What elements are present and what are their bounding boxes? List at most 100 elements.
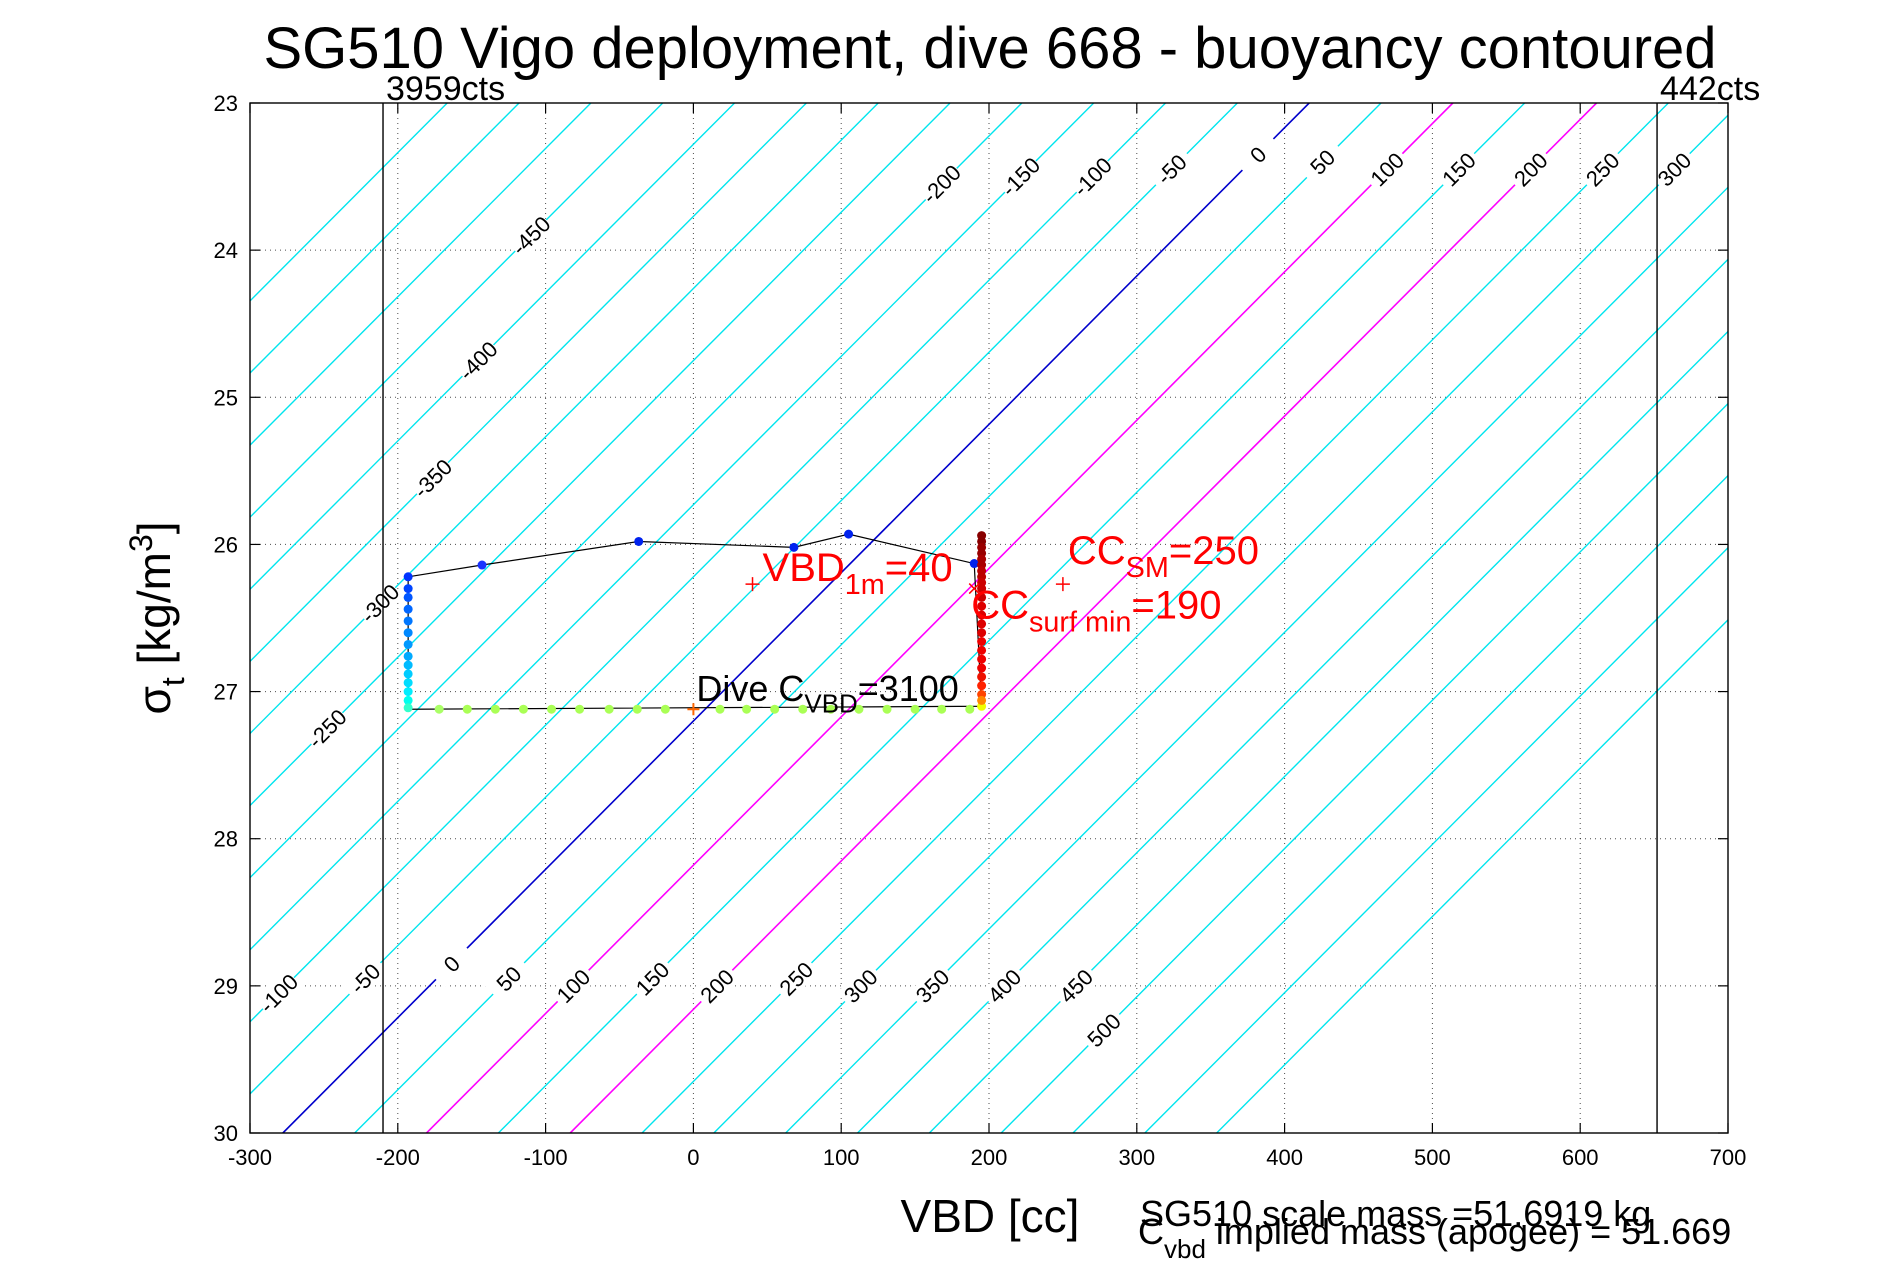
data-point: [403, 695, 413, 705]
data-point: [977, 584, 987, 594]
data-point: [826, 704, 836, 714]
contour-label-bg: [453, 336, 502, 385]
contour-line: [1000, 402, 1728, 1133]
contour-label-bg: [1233, 130, 1282, 179]
contour-line: [857, 258, 1728, 1133]
data-point: [403, 669, 413, 679]
x-axis-label: VBD [cc]: [901, 1190, 1080, 1242]
contour-line: [641, 103, 1669, 1133]
data-point: [477, 560, 487, 570]
y-tick-label: 27: [214, 680, 238, 705]
contour-label: 400: [1796, 148, 1840, 192]
x-tick-label: -200: [376, 1145, 420, 1170]
contour-label-bg: [408, 454, 457, 503]
contour-line: [569, 103, 1598, 1133]
limit-label: 3959cts: [386, 70, 505, 108]
data-point: [882, 704, 892, 714]
contour-line: [425, 103, 1454, 1133]
contour-line: [250, 103, 951, 807]
contour-label-bg: [484, 954, 533, 1003]
chart-title: SG510 Vigo deployment, dive 668 - buoyan…: [263, 16, 1716, 81]
contour-line: [250, 103, 664, 519]
annotation-marker: [1055, 577, 1070, 592]
contour-line: [250, 103, 520, 375]
data-point: [403, 616, 413, 626]
contour-label-bg: [1298, 137, 1347, 186]
contour-label-bg: [340, 954, 390, 1003]
data-point: [462, 704, 472, 714]
contour-label-bg: [549, 961, 598, 1010]
x-tick-label: -100: [524, 1145, 568, 1170]
annotation-marker: [745, 577, 760, 592]
annotation-divecvbd: Dive CVBD=3100: [696, 668, 958, 719]
dive-markers: [403, 529, 987, 716]
data-point: [490, 704, 500, 714]
y-tick-label: 30: [214, 1121, 238, 1146]
data-point: [403, 678, 413, 688]
contour-label-bg: [1794, 145, 1842, 193]
contour-label-bg: [1147, 145, 1196, 194]
data-point: [937, 704, 947, 714]
contour-label-bg: [1068, 152, 1117, 201]
data-point: [977, 592, 987, 602]
data-point: [854, 704, 864, 714]
data-point: [403, 687, 413, 697]
data-point: [403, 651, 413, 661]
x-tick-label: 700: [1710, 1145, 1747, 1170]
y-axis-label: σt [kg/m3]: [123, 521, 191, 714]
data-point: [403, 628, 413, 638]
contour-line: [250, 103, 1167, 1023]
contour-label: 450: [1868, 148, 1891, 192]
x-tick-label: 600: [1562, 1145, 1599, 1170]
contour-label-bg: [996, 152, 1045, 201]
data-point: [977, 628, 987, 638]
data-point: [965, 704, 975, 714]
data-point: [403, 592, 413, 602]
contour-label-bg: [1434, 145, 1483, 194]
contour-label-bg: [103, 977, 151, 1025]
contour-label-bg: [1051, 961, 1100, 1010]
buoyancy-contours: -450-400-350-300-250-200 -150 -100 -50 0 50 10…: [103, 103, 1891, 1133]
data-point: [977, 601, 987, 611]
y-tick-label: 24: [214, 238, 238, 263]
contour-label-bg: [355, 579, 404, 628]
contour-label-bg: [771, 954, 821, 1003]
annotation-marker: [968, 583, 980, 595]
data-point: [844, 529, 854, 539]
contour-line: [250, 103, 592, 447]
contour-line: [785, 186, 1728, 1133]
grid: [250, 103, 1728, 1133]
annotation-ccsm: CCSM=250: [1068, 529, 1259, 584]
annotation-vbd1m: VBD1m=40: [763, 546, 953, 601]
data-point: [977, 637, 987, 647]
contour-label: 350: [1725, 148, 1769, 192]
annotation-ccsurfmin: CCsurf min=190: [971, 584, 1221, 639]
y-tick-label: 28: [214, 827, 238, 852]
data-point: [518, 704, 528, 714]
data-point: [715, 704, 725, 714]
contour-label-bg: [302, 704, 351, 753]
contour-label-bg: [254, 969, 303, 1018]
contour-label-bg: [1650, 145, 1699, 194]
data-point: [547, 704, 557, 714]
data-point: [977, 663, 987, 673]
data-point: [789, 542, 799, 552]
y-tick-label: 26: [214, 532, 238, 557]
contour-label-bg: [506, 211, 555, 260]
y-tick-labels: 23 24 25 26 27 28 29 30: [214, 91, 1728, 1146]
data-point: [634, 536, 644, 546]
y-tick-label: 25: [214, 385, 238, 410]
contour-label-bg: [1079, 1005, 1128, 1055]
data-point: [977, 672, 987, 682]
contour-line: [250, 103, 448, 302]
data-point: [604, 704, 614, 714]
data-point: [977, 681, 987, 691]
data-point: [798, 704, 808, 714]
limit-label: 442cts: [1660, 70, 1760, 108]
contour-line: [250, 103, 1095, 951]
data-point: [977, 610, 987, 620]
contour-line: [250, 103, 1238, 1095]
contour-label: -200: [103, 977, 152, 1026]
